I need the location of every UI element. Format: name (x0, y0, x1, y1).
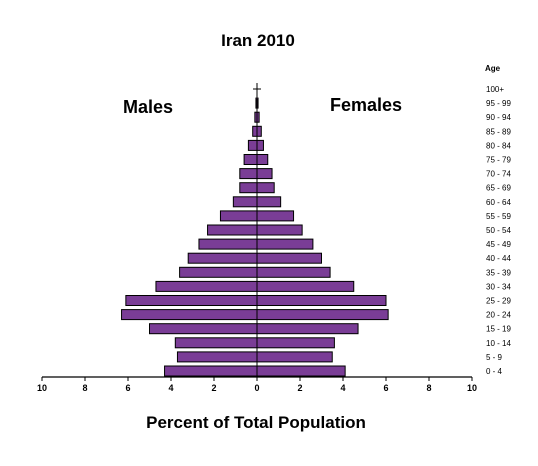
age-label-3: 15 - 19 (486, 325, 511, 334)
bar-female-5 (256, 295, 387, 306)
bar-female-8 (256, 252, 322, 264)
bar-male-17 (252, 125, 258, 137)
bar-female-7 (256, 266, 331, 278)
bar-male-5 (125, 295, 258, 306)
x-tick-label-8: 6 (383, 383, 388, 393)
bar-female-10 (256, 224, 303, 236)
bar-male-2 (174, 337, 258, 349)
bar-female-14 (256, 168, 273, 180)
bar-female-1 (256, 351, 333, 363)
bar-male-8 (187, 252, 258, 264)
x-tick-label-7: 4 (340, 383, 345, 393)
bar-female-2 (256, 337, 335, 349)
x-tick-label-5: 0 (254, 383, 259, 393)
males-label: Males (123, 97, 173, 117)
bar-female-0 (256, 365, 346, 377)
age-label-4: 20 - 24 (486, 311, 511, 320)
x-tick-label-4: 2 (211, 383, 216, 393)
x-tick-label-1: 8 (82, 383, 87, 393)
bar-male-10 (207, 224, 258, 236)
bar-male-4 (121, 309, 258, 321)
bar-male-16 (247, 139, 258, 151)
bar-male-14 (239, 168, 258, 180)
bar-male-0 (164, 365, 258, 377)
bar-male-11 (219, 210, 258, 222)
x-tick-label-2: 6 (125, 383, 130, 393)
x-tick-label-10: 10 (467, 383, 477, 393)
x-tick-label-9: 8 (426, 383, 431, 393)
bar-female-3 (256, 323, 359, 335)
age-label-0: 0 - 4 (486, 367, 503, 376)
bars-group (121, 88, 389, 377)
age-label-10: 50 - 54 (486, 226, 511, 235)
age-label-9: 45 - 49 (486, 240, 511, 249)
age-label-20: 100+ (486, 85, 504, 94)
bar-male-12 (232, 196, 258, 208)
bar-male-1 (176, 351, 258, 363)
age-label-16: 80 - 84 (486, 141, 511, 150)
x-tick-label-0: 10 (37, 383, 47, 393)
x-tick-label-6: 2 (297, 383, 302, 393)
bar-female-17 (256, 125, 262, 137)
bar-male-9 (198, 238, 258, 250)
axes-group: 10 8 6 4 2 0 2 4 6 8 10 (37, 83, 477, 393)
bar-female-12 (256, 196, 282, 208)
bar-female-4 (256, 309, 389, 321)
x-tick-label-3: 4 (168, 383, 173, 393)
age-label-12: 60 - 64 (486, 198, 511, 207)
bar-female-6 (256, 280, 355, 292)
bar-male-6 (155, 280, 258, 292)
age-label-6: 30 - 34 (486, 282, 511, 291)
bar-male-7 (179, 266, 258, 278)
age-label-8: 40 - 44 (486, 254, 511, 263)
age-labels-group: 0 - 4 5 - 9 10 - 14 15 - 19 20 - 24 25 - 29 30… (486, 85, 511, 376)
bar-male-15 (243, 154, 258, 165)
bar-female-13 (256, 182, 275, 194)
age-label-18: 90 - 94 (486, 113, 511, 122)
age-label-14: 70 - 74 (486, 170, 511, 179)
bar-female-11 (256, 210, 295, 222)
females-label: Females (330, 95, 402, 115)
age-label-1: 5 - 9 (486, 353, 503, 362)
bar-male-3 (149, 323, 258, 335)
age-label-13: 65 - 69 (486, 184, 511, 193)
age-label-5: 25 - 29 (486, 297, 511, 306)
bar-female-9 (256, 238, 314, 250)
age-axis-header: Age (485, 64, 501, 73)
age-label-17: 85 - 89 (486, 127, 511, 136)
age-label-2: 10 - 14 (486, 339, 511, 348)
age-label-15: 75 - 79 (486, 156, 511, 165)
chart-title: Iran 2010 (221, 31, 295, 50)
age-label-11: 55 - 59 (486, 212, 511, 221)
x-axis-label: Percent of Total Population (146, 413, 366, 432)
age-label-19: 95 - 99 (486, 99, 511, 108)
bar-female-16 (256, 139, 264, 151)
age-label-7: 35 - 39 (486, 268, 511, 277)
bar-male-13 (239, 182, 258, 194)
bar-female-15 (256, 154, 269, 165)
